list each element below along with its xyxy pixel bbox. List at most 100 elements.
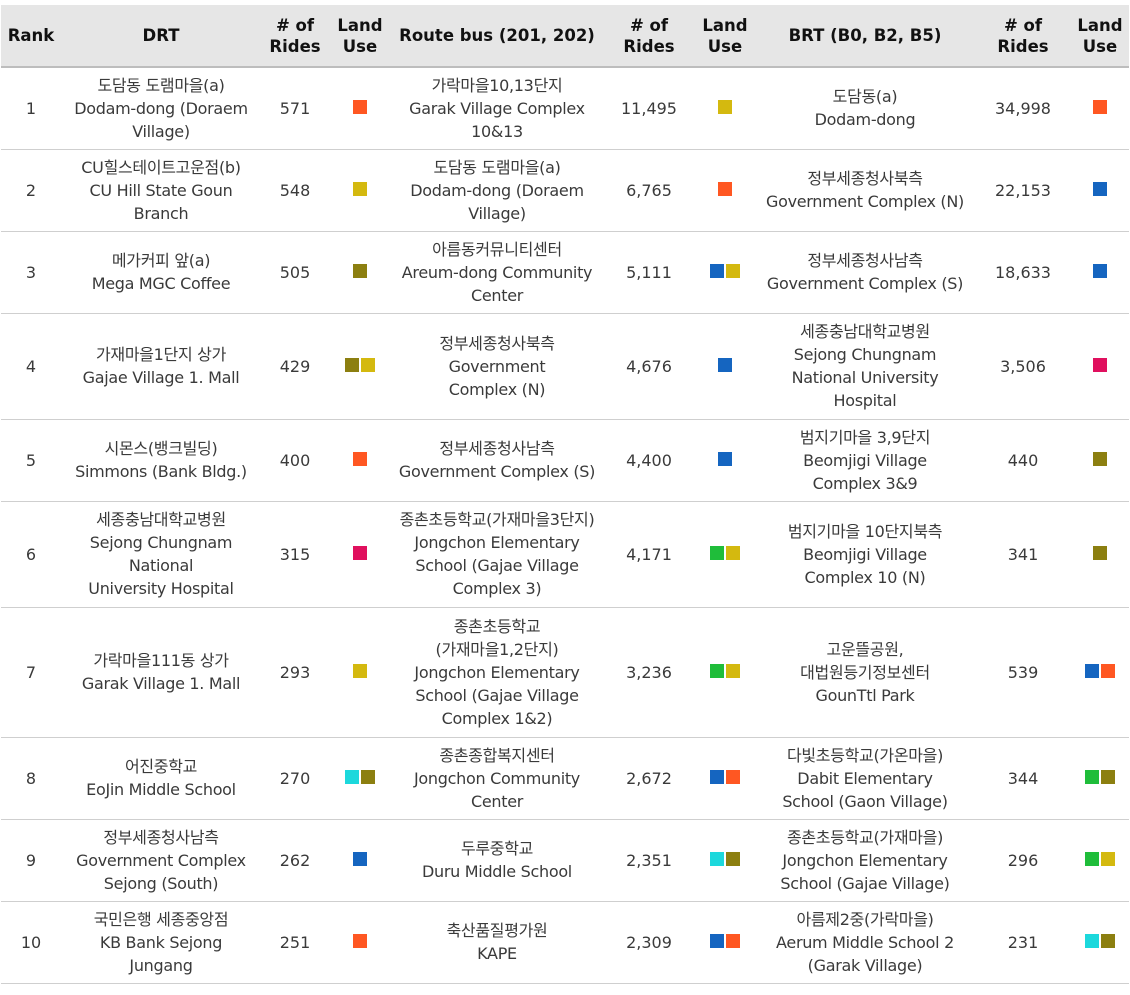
- route-stop-name-line: Jongchon Elementary: [414, 533, 580, 552]
- brt-stop-name-line: Complex 3&9: [812, 473, 918, 493]
- drt-land-use: [329, 419, 391, 502]
- route-stop-name: 두루중학교 Duru Middle School: [391, 819, 603, 902]
- brt-rides: 34,998: [975, 67, 1071, 150]
- route-rides: 2,672: [603, 737, 695, 820]
- route-stop-name-line: 아름동커뮤니티센터: [432, 239, 562, 259]
- drt-stop-name: 메가커피 앞(a) Mega MGC Coffee: [61, 231, 261, 314]
- drt-rides: 251: [261, 901, 329, 984]
- brt-stop-name-line: National University: [791, 368, 939, 387]
- table-body: 1 도담동 도램마을(a) Dodam-dong (Doraem Village) 57…: [1, 67, 1129, 984]
- header-route-rides: # of Rides: [603, 5, 695, 68]
- header-brt: BRT (B0, B2, B5): [755, 5, 975, 68]
- rides-ranking-table: Rank DRT # of Rides Land Use Route bus (20…: [1, 5, 1129, 984]
- land-use-swatch-blue: [1085, 663, 1099, 678]
- route-stop-name-line: School (Gajae Village: [415, 556, 579, 575]
- land-use-swatch-cyan: [345, 769, 359, 784]
- brt-stop-name-line: Dabit Elementary: [797, 768, 933, 788]
- land-use-swatches: [718, 357, 732, 372]
- rank-cell: 2: [1, 149, 61, 232]
- drt-rides: 262: [261, 819, 329, 902]
- brt-stop-name-line: 대법원등기정보센터: [800, 662, 930, 682]
- route-stop-name: 도담동 도램마을(a) Dodam-dong (Doraem Village): [391, 149, 603, 232]
- drt-rides: 315: [261, 501, 329, 608]
- route-land-use: [695, 67, 755, 150]
- brt-land-use: [1071, 149, 1129, 232]
- table-row: 10 국민은행 세종중앙점 KB Bank Sejong Jungang 251 축산품질…: [1, 901, 1129, 984]
- drt-stop-name-line: Mega MGC Coffee: [91, 274, 231, 293]
- land-use-swatch-orange: [353, 99, 367, 114]
- land-use-swatch-cyan: [710, 851, 724, 866]
- land-use-swatch-orange: [353, 451, 367, 466]
- land-use-swatch-blue: [1093, 263, 1107, 278]
- land-use-swatches: [345, 357, 375, 372]
- route-stop-name: 축산품질평가원 KAPE: [391, 901, 603, 984]
- brt-stop-name: 다빛초등학교(가온마을) Dabit Elementary School (Gaon…: [755, 737, 975, 820]
- header-drt-land-use: Land Use: [329, 5, 391, 68]
- drt-stop-name-line: Gajae Village 1. Mall: [82, 368, 240, 387]
- brt-rides: 539: [975, 607, 1071, 738]
- drt-rides: 400: [261, 419, 329, 502]
- brt-rides: 3,506: [975, 313, 1071, 420]
- route-stop-name-line: 10&13: [471, 121, 523, 141]
- route-stop-name: 종촌종합복지센터 Jongchon Community Center: [391, 737, 603, 820]
- route-stop-name-line: 종촌종합복지센터: [439, 745, 555, 765]
- land-use-swatches: [710, 263, 740, 278]
- land-use-swatch-orange: [726, 769, 740, 784]
- table-row: 6 세종충남대학교병원 Sejong Chungnam National Univers…: [1, 501, 1129, 608]
- brt-stop-name-line: Government Complex (S): [766, 274, 964, 293]
- brt-stop-name-line: Beomjigi Village: [803, 450, 927, 470]
- route-rides: 3,236: [603, 607, 695, 738]
- route-land-use: [695, 501, 755, 608]
- rank-cell: 8: [1, 737, 61, 820]
- brt-stop-name-line: Beomjigi Village: [803, 544, 927, 564]
- brt-stop-name-line: 종촌초등학교(가재마을): [786, 827, 944, 847]
- route-stop-name-line: Jongchon Elementary: [414, 662, 580, 682]
- rank-cell: 3: [1, 231, 61, 314]
- land-use-swatch-yellow: [353, 663, 367, 678]
- table-row: 4 가재마을1단지 상가 Gajae Village 1. Mall 429 정부세종청…: [1, 313, 1129, 420]
- land-use-swatches: [1093, 357, 1107, 372]
- brt-stop-name-line: (Garak Village): [807, 955, 923, 975]
- land-use-swatch-blue: [1093, 181, 1107, 196]
- land-use-swatches: [353, 99, 367, 114]
- drt-stop-name-line: Garak Village 1. Mall: [81, 674, 241, 693]
- route-stop-name: 종촌초등학교(가재마을3단지) Jongchon Elementary School…: [391, 501, 603, 608]
- route-land-use: [695, 419, 755, 502]
- table-row: 5 시몬스(뱅크빌딩) Simmons (Bank Bldg.) 400 정부세종청사남…: [1, 419, 1129, 502]
- drt-stop-name: 시몬스(뱅크빌딩) Simmons (Bank Bldg.): [61, 419, 261, 502]
- drt-stop-name: 정부세종청사남측 Government Complex Sejong (South): [61, 819, 261, 902]
- land-use-swatches: [353, 851, 367, 866]
- drt-stop-name: 어진중학교 EoJin Middle School: [61, 737, 261, 820]
- drt-land-use: [329, 607, 391, 738]
- route-stop-name-line: Duru Middle School: [422, 862, 572, 881]
- land-use-swatch-green: [1085, 769, 1099, 784]
- brt-land-use: [1071, 501, 1129, 608]
- brt-land-use: [1071, 313, 1129, 420]
- route-stop-name-line: (가재마을1,2단지): [435, 639, 559, 659]
- land-use-swatch-blue: [710, 933, 724, 948]
- route-stop-name-line: Center: [470, 285, 524, 305]
- drt-land-use: [329, 901, 391, 984]
- route-rides: 4,400: [603, 419, 695, 502]
- drt-land-use: [329, 231, 391, 314]
- land-use-swatches: [718, 451, 732, 466]
- land-use-swatches: [353, 933, 367, 948]
- drt-rides: 571: [261, 67, 329, 150]
- brt-land-use: [1071, 819, 1129, 902]
- brt-stop-name: 세종충남대학교병원 Sejong Chungnam National Univers…: [755, 313, 975, 420]
- rank-cell: 9: [1, 819, 61, 902]
- drt-stop-name: 국민은행 세종중앙점 KB Bank Sejong Jungang: [61, 901, 261, 984]
- header-brt-land-use: Land Use: [1071, 5, 1129, 68]
- route-stop-name: 정부세종청사남측 Government Complex (S): [391, 419, 603, 502]
- route-stop-name: 가락마을10,13단지 Garak Village Complex 10&13: [391, 67, 603, 150]
- brt-stop-name-line: 세종충남대학교병원: [800, 322, 930, 341]
- brt-stop-name-line: Hospital: [833, 391, 897, 410]
- route-stop-name-line: Jongchon Community: [414, 768, 580, 788]
- route-stop-name-line: 도담동 도램마을(a): [433, 157, 561, 177]
- drt-stop-name-line: 메가커피 앞(a): [111, 251, 211, 270]
- route-rides: 5,111: [603, 231, 695, 314]
- brt-stop-name-line: 범지기마을 3,9단지: [799, 427, 931, 447]
- header-drt-rides: # of Rides: [261, 5, 329, 68]
- land-use-swatch-orange: [1093, 99, 1107, 114]
- land-use-swatch-yellow: [718, 99, 732, 114]
